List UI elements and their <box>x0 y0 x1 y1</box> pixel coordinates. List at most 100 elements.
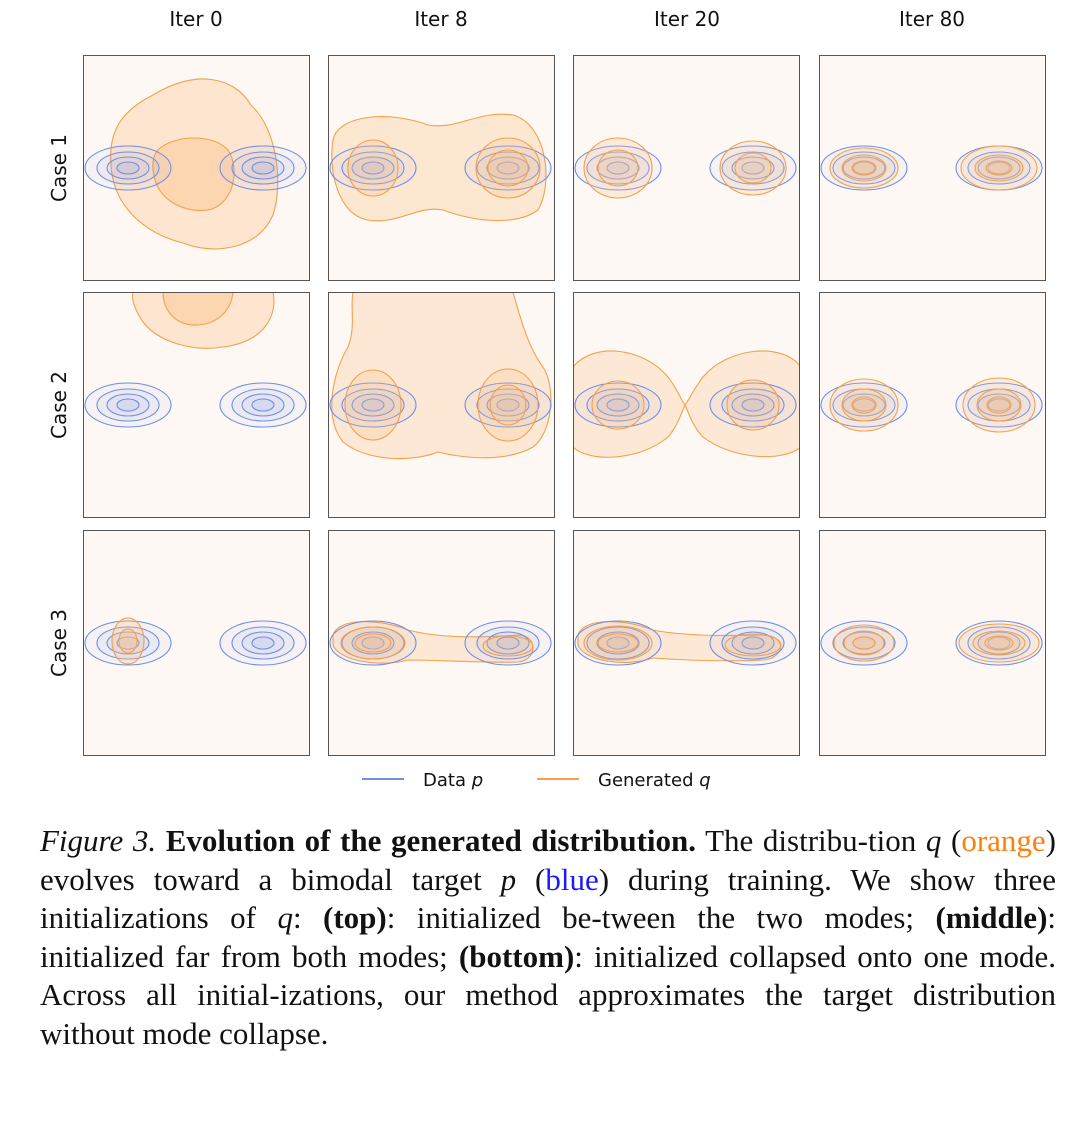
generated-q-contour <box>960 145 1038 191</box>
column-title-iter-0: Iter 0 <box>169 7 222 31</box>
panel-contours <box>84 617 307 666</box>
data-p-contour <box>351 156 395 180</box>
data-p-contour <box>486 393 530 417</box>
data-p-contour <box>977 156 1021 180</box>
panel-background <box>83 55 310 281</box>
panel-case-2-iter-3 <box>819 292 1046 518</box>
data-p-contour <box>251 636 275 650</box>
panel-case-3-iter-3 <box>819 530 1046 756</box>
caption-top-label: (top) <box>323 900 387 935</box>
generated-q-contour <box>726 379 780 431</box>
data-p-contour <box>106 156 150 180</box>
panel-grid <box>83 55 1046 756</box>
caption-title: Evolution of the generated distribution. <box>165 823 697 858</box>
panel-case-1-iter-1 <box>328 55 555 281</box>
panel-background <box>83 530 310 756</box>
panel-contours <box>574 620 797 666</box>
data-p-contour <box>486 631 530 655</box>
panel-case-2-iter-0 <box>83 292 310 518</box>
panel-contours <box>820 377 1043 433</box>
data-p-contour <box>741 161 765 175</box>
generated-q-contour <box>118 628 138 654</box>
data-p-contour <box>731 156 775 180</box>
row-label-case-2: Case 2 <box>47 371 71 439</box>
generated-q-contour <box>152 137 235 211</box>
panel-frame <box>573 55 800 281</box>
row-label-case-1: Case 1 <box>47 134 71 202</box>
data-p-contour <box>987 161 1011 175</box>
panel-frame <box>328 530 555 756</box>
data-p-contour <box>361 398 385 412</box>
panel-case-3-iter-2 <box>573 530 800 756</box>
panel-case-1-iter-0 <box>83 55 310 281</box>
generated-q-contour <box>843 630 885 656</box>
panel-background <box>328 530 555 756</box>
generated-q-contour <box>976 388 1022 422</box>
data-p-contour <box>241 393 285 417</box>
data-p-contour <box>241 631 285 655</box>
data-p-contour <box>987 636 1011 650</box>
data-p-contour <box>486 156 530 180</box>
figure-grid: Iter 0 Iter 8 Iter 20 Iter 80 Case 1 Cas… <box>47 7 1046 791</box>
generated-q-contour <box>340 626 406 660</box>
data-p-contour <box>116 636 140 650</box>
panel-background <box>819 55 1046 281</box>
data-p-contour <box>251 161 275 175</box>
generated-q-contour <box>851 160 877 176</box>
panel-case-2-iter-1 <box>328 292 555 518</box>
row-label-case-3: Case 3 <box>47 609 71 677</box>
caption-text-3: during training. We show three initializ… <box>40 861 1056 936</box>
generated-q-contour <box>110 78 279 250</box>
generated-q-contour <box>131 292 275 349</box>
panel-contours <box>574 137 797 199</box>
panel-case-1-iter-2 <box>573 55 800 281</box>
generated-q-contour <box>597 633 639 653</box>
panel-contours <box>84 78 307 250</box>
generated-q-contour <box>487 149 529 187</box>
data-p-contour <box>842 156 886 180</box>
data-p-contour <box>351 631 395 655</box>
data-p-contour <box>116 161 140 175</box>
panel-frame <box>819 292 1046 518</box>
generated-q-contour <box>724 633 782 657</box>
legend-generated-text: Generated q <box>598 770 711 791</box>
generated-q-contour <box>591 380 645 430</box>
column-title-iter-8: Iter 8 <box>414 7 467 31</box>
data-p-contour <box>606 161 630 175</box>
panel-frame <box>573 530 800 756</box>
generated-q-contour <box>347 139 399 197</box>
generated-q-contour <box>597 149 639 187</box>
generated-q-contour <box>344 369 402 441</box>
generated-q-contour <box>986 396 1012 414</box>
legend: Data p Generated q <box>362 770 711 791</box>
panel-contours <box>329 113 552 222</box>
panel-frame <box>819 55 1046 281</box>
generated-q-contour <box>583 625 653 661</box>
caption-blue-word: blue <box>545 861 599 897</box>
generated-q-contour <box>583 137 653 199</box>
generated-q-contour <box>719 140 787 196</box>
generated-q-contour <box>573 350 800 458</box>
generated-q-contour <box>962 377 1036 433</box>
generated-q-contour <box>984 635 1014 651</box>
generated-q-contour <box>489 384 527 426</box>
caption-middle-label: (middle) <box>935 900 1048 935</box>
caption-symbol-q: q <box>925 823 942 858</box>
panel-contours <box>329 292 552 460</box>
panel-background <box>328 292 555 518</box>
data-p-contour <box>606 398 630 412</box>
generated-q-contour <box>482 635 534 657</box>
data-p-contour <box>251 398 275 412</box>
panel-background <box>328 55 555 281</box>
generated-q-contour <box>734 152 772 184</box>
data-p-contour <box>606 636 630 650</box>
caption-bottom-label: (bottom) <box>458 938 575 974</box>
figure-caption: Figure 3. Evolution of the generated dis… <box>40 823 1057 1051</box>
panel-background <box>819 530 1046 756</box>
data-p-contour <box>842 631 886 655</box>
data-p-contour <box>741 636 765 650</box>
generated-q-contour <box>841 388 887 422</box>
generated-q-contour <box>111 617 145 665</box>
data-p-contour <box>842 393 886 417</box>
data-p-contour <box>596 156 640 180</box>
